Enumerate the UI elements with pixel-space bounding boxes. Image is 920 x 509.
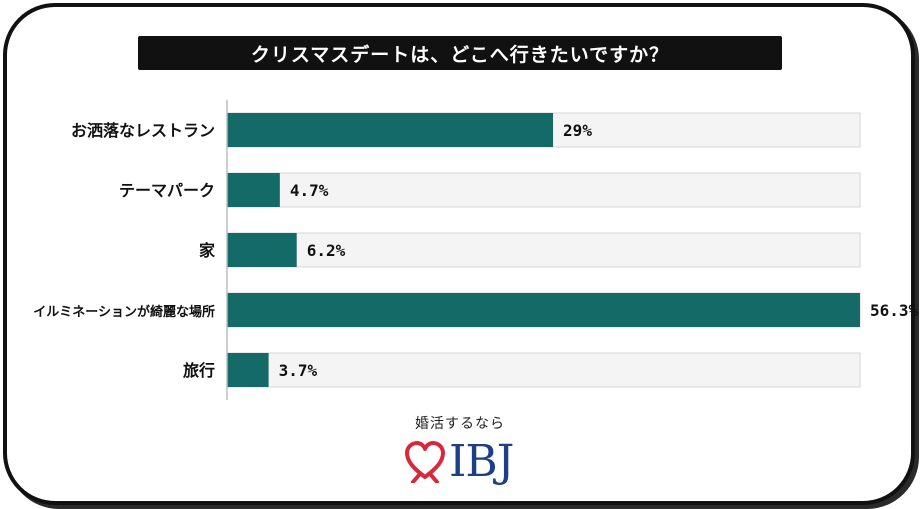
bar [227,233,297,267]
bar [227,173,280,207]
bar [227,353,269,387]
chart-title-box: クリスマスデートは、どこへ行きたいですか？ [138,36,782,70]
heart-icon [405,441,445,483]
bar [227,293,860,327]
ibj-logo: IBJ [405,436,514,488]
data-label: 4.7% [290,181,329,200]
bar-track [226,352,861,388]
category-label: 旅行 [183,361,215,380]
data-label: 29% [563,121,592,140]
data-label: 3.7% [279,361,318,380]
category-label: テーマパーク [119,181,215,200]
category-label: イルミネーションが綺麗な場所 [33,304,215,320]
data-label: 56.3% [870,301,919,320]
bar [227,113,554,147]
logo-tagline: 婚活するなら [415,416,505,432]
logo-text: IBJ [449,436,514,487]
data-label: 6.2% [307,241,346,260]
category-label: お洒落なレストラン [71,121,215,140]
chart-title: クリスマスデートは、どこへ行きたいですか？ [250,43,670,66]
category-label: 家 [199,241,216,260]
